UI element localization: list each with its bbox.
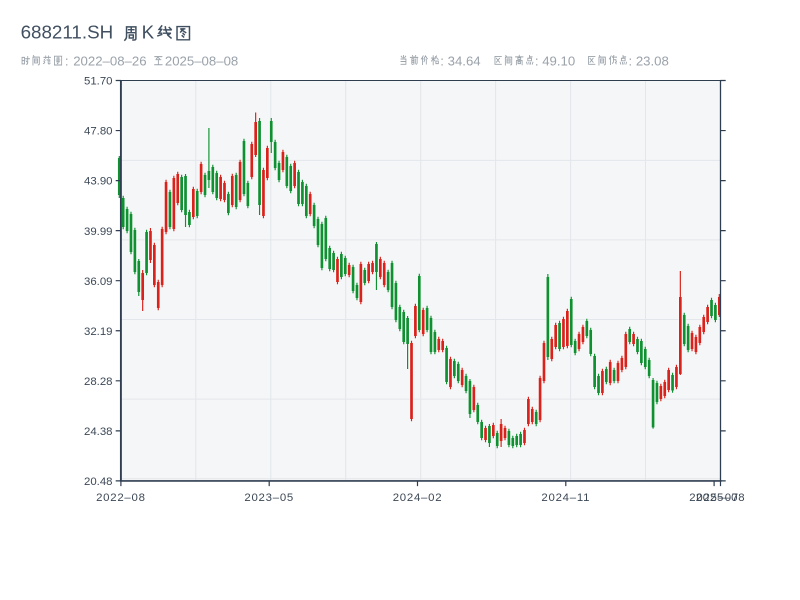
- svg-text:24.38: 24.38: [84, 426, 113, 438]
- svg-text:688211.SH: 688211.SH: [21, 22, 114, 43]
- svg-text:32.19: 32.19: [84, 326, 113, 338]
- svg-text:: 49.10: : 49.10: [535, 53, 575, 68]
- svg-text:: 23.08: : 23.08: [629, 53, 669, 68]
- svg-text:36.09: 36.09: [84, 276, 113, 288]
- svg-text:28.28: 28.28: [84, 376, 113, 388]
- svg-text:2022–08: 2022–08: [96, 492, 146, 504]
- svg-text:51.70: 51.70: [84, 76, 113, 88]
- svg-text:20.48: 20.48: [84, 476, 113, 488]
- svg-text::: :: [65, 53, 69, 68]
- svg-text:K: K: [142, 22, 155, 43]
- svg-text:43.90: 43.90: [84, 176, 113, 188]
- svg-text:2022–08–26: 2022–08–26: [73, 53, 146, 68]
- svg-text:2025–08: 2025–08: [696, 492, 746, 504]
- svg-text:47.80: 47.80: [84, 126, 113, 138]
- svg-text:2024–02: 2024–02: [393, 492, 443, 504]
- svg-text:2023–05: 2023–05: [244, 492, 294, 504]
- svg-text:39.99: 39.99: [84, 226, 113, 238]
- svg-text:2024–11: 2024–11: [541, 492, 590, 504]
- svg-text:2025–07: 2025–07: [689, 492, 739, 504]
- svg-text:: 34.64: : 34.64: [440, 53, 480, 68]
- svg-text:2025–08–08: 2025–08–08: [165, 53, 238, 68]
